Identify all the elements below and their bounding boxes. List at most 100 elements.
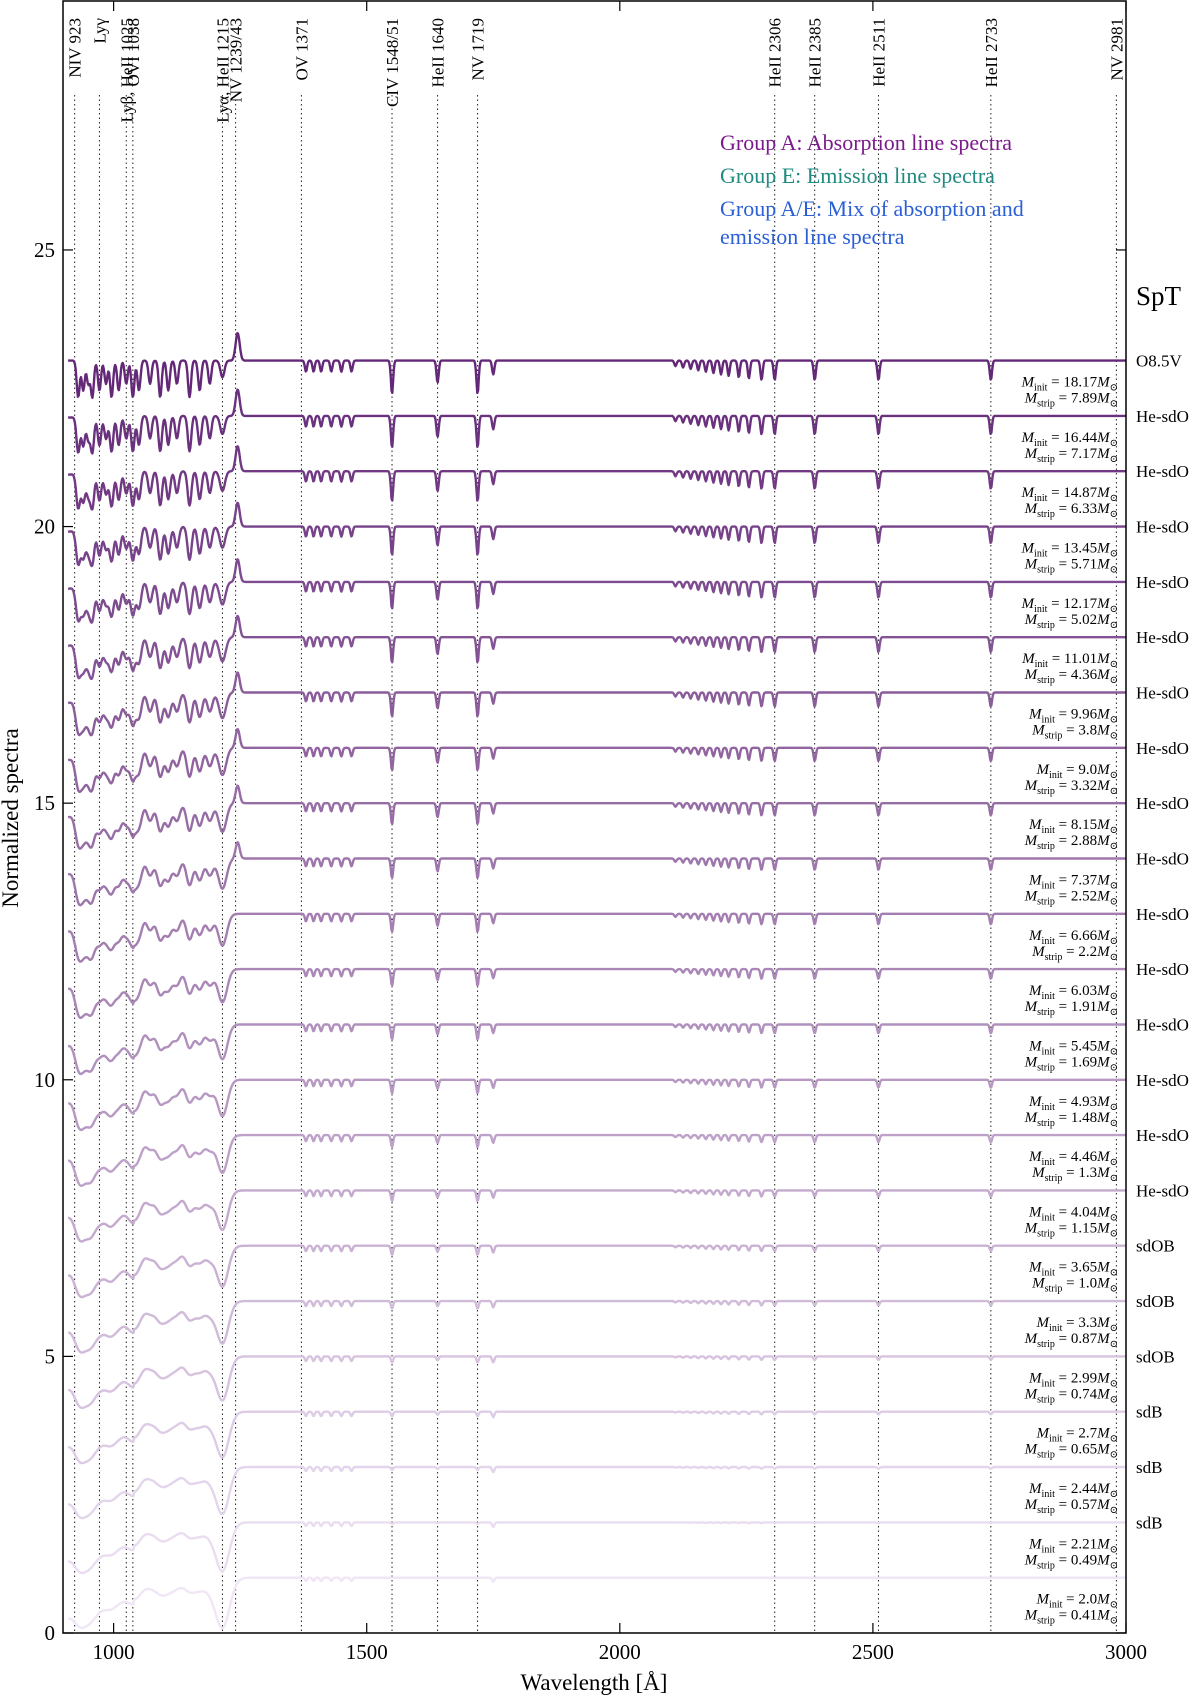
mass-init-label: Minit = 7.37M⊙ <box>1028 872 1118 891</box>
y-tick-label: 15 <box>34 791 55 815</box>
mass-init-label: Minit = 13.45M⊙ <box>1021 541 1118 560</box>
line-marker-label: Lyβ, HeII 1025 <box>117 18 136 123</box>
line-marker-label: Lyγ <box>90 18 109 44</box>
spt-label: He-sdO <box>1136 1126 1189 1145</box>
mass-init-label: Minit = 2.7M⊙ <box>1036 1426 1118 1445</box>
mass-strip-label: Mstrip = 0.57M⊙ <box>1024 1497 1118 1516</box>
spt-label: He-sdO <box>1136 960 1189 979</box>
spectrum-series <box>67 1576 1127 1630</box>
x-tick-label: 1000 <box>93 1640 135 1664</box>
mass-strip-label: Mstrip = 2.88M⊙ <box>1024 833 1118 852</box>
x-tick-label: 2000 <box>599 1640 641 1664</box>
mass-strip-label: Mstrip = 1.69M⊙ <box>1024 1054 1118 1073</box>
mass-strip-label: Mstrip = 0.74M⊙ <box>1024 1386 1118 1405</box>
spt-label: He-sdO <box>1136 684 1189 703</box>
line-marker-label: NV 1239/43 <box>227 18 246 102</box>
mass-strip-label: Mstrip = 1.91M⊙ <box>1024 999 1118 1018</box>
y-tick-label: 0 <box>45 1621 56 1645</box>
mass-init-label: Minit = 2.21M⊙ <box>1028 1536 1118 1555</box>
spectrum-series <box>67 1133 1127 1187</box>
mass-init-label: Minit = 4.04M⊙ <box>1028 1204 1118 1223</box>
spt-label: He-sdO <box>1136 905 1189 924</box>
spectrum-series <box>67 1521 1127 1575</box>
y-axis-label: Normalized spectra <box>0 728 23 907</box>
mass-strip-label: Mstrip = 3.8M⊙ <box>1031 723 1118 742</box>
spectrum-series <box>67 1465 1127 1520</box>
mass-strip-label: Mstrip = 5.71M⊙ <box>1024 557 1118 576</box>
y-tick-label: 10 <box>34 1068 55 1092</box>
legend-entry: emission line spectra <box>720 224 905 249</box>
spectrum-series <box>67 558 1127 624</box>
mass-init-label: Minit = 9.96M⊙ <box>1028 707 1118 726</box>
spt-label: sdB <box>1136 1458 1162 1477</box>
line-marker-label: HeII 2385 <box>806 18 825 87</box>
axis-ticks: 1000 1500 2000 2500 3000 0 5 10 15 20 25 <box>34 1 1147 1664</box>
spt-label: He-sdO <box>1136 518 1189 537</box>
mass-init-label: Minit = 3.3M⊙ <box>1036 1315 1118 1334</box>
legend-entry: Group E: Emission line spectra <box>720 163 995 188</box>
mass-strip-label: Mstrip = 7.17M⊙ <box>1024 446 1118 465</box>
mass-init-label: Minit = 9.0M⊙ <box>1036 762 1118 781</box>
spectrum-series <box>67 841 1127 907</box>
spt-label: sdOB <box>1136 1347 1175 1366</box>
spt-label: He-sdO <box>1136 628 1189 647</box>
spt-label: sdB <box>1136 1403 1162 1422</box>
mass-init-label: Minit = 5.45M⊙ <box>1028 1038 1118 1057</box>
plot-frame <box>62 0 1127 1634</box>
line-marker-label: OV 1371 <box>292 18 311 81</box>
mass-strip-label: Mstrip = 0.65M⊙ <box>1024 1442 1118 1461</box>
spt-label: O8.5V <box>1136 352 1183 371</box>
y-tick-label: 20 <box>34 515 55 539</box>
mass-init-label: Minit = 18.17M⊙ <box>1021 375 1118 394</box>
mass-strip-label: Mstrip = 3.32M⊙ <box>1024 778 1118 797</box>
x-tick-label: 3000 <box>1105 1640 1147 1664</box>
mass-strip-label: Mstrip = 2.2M⊙ <box>1031 944 1118 963</box>
spectrum-series <box>67 1244 1127 1299</box>
mass-strip-label: Mstrip = 5.02M⊙ <box>1024 612 1118 631</box>
line-marker-label: HeII 2511 <box>869 18 888 87</box>
mass-init-label: Minit = 6.03M⊙ <box>1028 983 1118 1002</box>
mass-strip-label: Mstrip = 0.41M⊙ <box>1024 1608 1118 1627</box>
spectrum-series <box>67 331 1127 399</box>
mass-init-label: Minit = 16.44M⊙ <box>1021 430 1118 449</box>
spt-label: He-sdO <box>1136 794 1189 813</box>
spt-label: He-sdO <box>1136 739 1189 758</box>
spt-label: sdOB <box>1136 1237 1175 1256</box>
mass-init-label: Minit = 14.87M⊙ <box>1021 485 1118 504</box>
spectrum-series <box>67 614 1127 681</box>
spt-label: He-sdO <box>1136 1181 1189 1200</box>
spt-label: He-sdO <box>1136 407 1189 426</box>
x-tick-label: 2500 <box>852 1640 894 1664</box>
line-marker-label: HeII 1640 <box>429 18 448 87</box>
spectrum-series <box>67 1078 1127 1132</box>
mass-strip-label: Mstrip = 4.36M⊙ <box>1024 667 1118 686</box>
line-marker-label: OVI 1038 <box>124 18 143 86</box>
line-marker-label: HeII 2306 <box>766 18 785 87</box>
legend-entry: Group A: Absorption line spectra <box>720 130 1012 155</box>
line-marker-label: HeII 2733 <box>982 18 1001 87</box>
mass-init-label: Minit = 4.46M⊙ <box>1028 1149 1118 1168</box>
line-marker-label: NV 2981 <box>1107 18 1126 81</box>
mass-strip-label: Mstrip = 1.0M⊙ <box>1031 1276 1118 1295</box>
spt-label: He-sdO <box>1136 462 1189 481</box>
line-marker-label: NIV 923 <box>66 18 85 78</box>
spt-header: SpT <box>1136 281 1182 311</box>
mass-init-label: Minit = 8.15M⊙ <box>1028 817 1118 836</box>
y-tick-label: 5 <box>45 1344 56 1368</box>
spectrum-series <box>67 727 1127 794</box>
spt-label: He-sdO <box>1136 1015 1189 1034</box>
mass-strip-label: Mstrip = 2.52M⊙ <box>1024 888 1118 907</box>
spt-label: He-sdO <box>1136 1071 1189 1090</box>
spectra-series <box>67 331 1127 1630</box>
mass-strip-label: Mstrip = 0.87M⊙ <box>1024 1331 1118 1350</box>
mass-init-label: Minit = 2.44M⊙ <box>1028 1481 1118 1500</box>
mass-init-label: Minit = 3.65M⊙ <box>1028 1260 1118 1279</box>
x-tick-label: 1500 <box>346 1640 388 1664</box>
line-marker-label: NV 1719 <box>469 18 488 81</box>
mass-init-label: Minit = 6.66M⊙ <box>1028 928 1118 947</box>
mass-strip-label: Mstrip = 1.48M⊙ <box>1024 1110 1118 1129</box>
spectrum-series <box>67 1023 1127 1076</box>
mass-init-label: Minit = 12.17M⊙ <box>1021 596 1118 615</box>
